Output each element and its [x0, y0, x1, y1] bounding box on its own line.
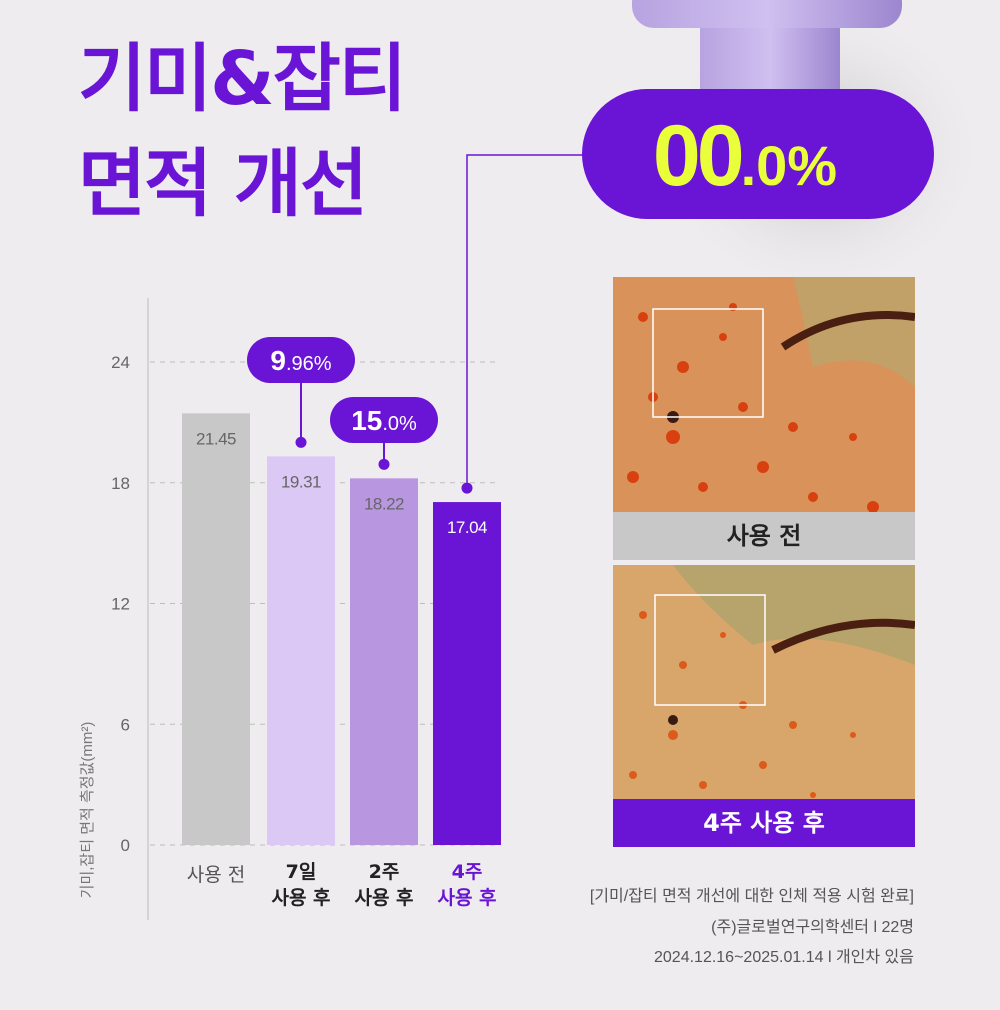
callout-pill	[330, 397, 438, 443]
x-tick-label: 사용 후	[437, 887, 496, 909]
after-photo-caption: 4주 사용 후	[613, 799, 915, 847]
callout-percent-label: 15.0%	[351, 405, 417, 436]
callout-percent-label: 9.96%	[270, 345, 331, 376]
y-tick-label: 6	[121, 715, 130, 734]
page-title-line1: 기미&잡티	[78, 36, 407, 122]
x-tick-label: 사용 후	[354, 887, 413, 909]
source-note-line1: [기미/잡티 면적 개선에 대한 인체 적용 시험 완료]	[589, 888, 914, 905]
headline-badge	[582, 89, 934, 219]
callout-small: .96%	[286, 353, 332, 375]
headline-main: 00	[653, 108, 742, 204]
source-note-line3: 2024.12.16~2025.01.14 l 개인차 있음	[654, 949, 914, 966]
y-tick-label: 0	[121, 836, 130, 855]
source-note-line2: (주)글로벌연구의학센터 l 22명	[711, 919, 914, 936]
bar	[267, 456, 335, 845]
bar	[433, 502, 501, 845]
x-tick-label: 7일	[286, 861, 317, 883]
y-tick-label: 12	[111, 595, 130, 614]
callout-pill	[247, 337, 355, 383]
x-tick-label: 2주	[369, 861, 400, 883]
callout-main: 15	[351, 405, 382, 436]
bar-value-label: 21.45	[196, 429, 236, 448]
x-tick-label: 사용 후	[271, 887, 330, 909]
y-tick-label: 24	[111, 353, 130, 372]
headline-percent: 00.0%	[653, 108, 837, 204]
bar-value-label: 17.04	[447, 518, 487, 537]
headline-small: .0%	[741, 134, 838, 197]
bar-value-label: 19.31	[281, 472, 321, 491]
page-title-line2: 면적 개선	[78, 141, 368, 227]
y-tick-label: 18	[111, 474, 130, 493]
bar	[182, 413, 250, 845]
headline-connector	[466, 154, 585, 489]
bar-value-label: 18.22	[364, 494, 404, 513]
x-tick-label: 4주	[452, 861, 483, 883]
y-axis-label: 기미,잡티 면적 측정값(mm²)	[79, 722, 96, 899]
bar	[350, 478, 418, 845]
callout-main: 9	[270, 345, 286, 376]
before-photo-caption: 사용 전	[613, 512, 915, 560]
x-tick-label: 사용 전	[187, 864, 245, 886]
callout-small: .0%	[382, 413, 417, 435]
